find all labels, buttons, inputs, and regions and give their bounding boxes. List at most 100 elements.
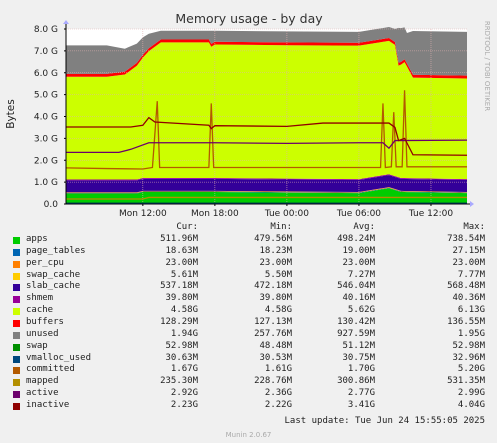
legend-header: Cur: Min: Avg: Max: [0,222,497,234]
legend-cur: 52.98M [165,340,198,351]
legend-name: buffers [26,316,64,327]
legend-max: 136.55M [447,316,485,327]
legend-name: cache [26,305,54,316]
x-tick-label: Tue 06:00 [336,209,381,219]
chart-title: Memory usage - by day [175,11,323,26]
legend-min: 5.50M [264,269,292,280]
y-tick-label: 8.0 G [34,25,58,35]
legend-min: 472.18M [254,281,292,292]
legend-min: 23.00M [259,257,292,268]
legend-avg: 927.59M [337,328,375,339]
legend-cur: 5.61M [170,269,198,280]
line-committed [65,90,467,170]
legend-name: per_cpu [26,257,64,268]
legend-row-swap: swap 52.98M 48.48M 51.12M 52.98M [0,341,497,353]
y-tick-label: 4.0 G [34,113,58,123]
legend-cur: 2.23G [170,399,198,410]
legend-min: 2.22G [264,399,292,410]
legend-cur: 235.30M [160,376,198,387]
legend-row-slab-cache: slab_cache 537.18M 472.18M 546.04M 568.48M [0,281,497,293]
legend-avg: 30.75M [342,352,375,363]
legend-avg: 5.62G [347,305,375,316]
legend-name: apps [26,234,48,244]
legend-swatch [13,343,20,351]
line-active [66,139,468,154]
legend-name: committed [26,364,75,375]
y-axis-arrow-icon [63,20,69,24]
legend-avg: 300.86M [337,376,375,387]
legend-row-mapped: mapped 235.30M 228.76M 300.86M 531.35M [0,376,497,388]
y-axis: 0.0 1.0 G 2.0 G 3.0 G 4.0 G 5.0 G 6.0 G 7.0 G 8.… [34,25,66,210]
legend-cur: 23.00M [165,257,198,268]
x-tick-label: Tue 00:00 [264,209,309,219]
legend-avg: 130.42M [337,316,375,327]
legend-name: swap_cache [26,269,81,280]
legend-swatch [13,319,20,327]
legend-min: 1.61G [264,364,292,375]
area-page-tables [66,187,467,194]
legend-row-vmalloc-used: vmalloc_used 30.63M 30.53M 30.75M 32.96M [0,353,497,365]
area-apps [66,188,467,204]
legend-row-shmem: shmem 39.80M 39.80M 40.16M 40.36M [0,293,497,305]
y-tick-label: 0.0 [44,200,59,210]
legend-cur: 2.92G [170,388,198,399]
legend-min: 479.56M [254,234,292,244]
legend-name: page_tables [26,245,86,256]
area-series-group [66,27,467,204]
legend-name: mapped [26,376,59,387]
line-inactive [66,116,468,156]
legend-swatch [13,296,20,304]
y-tick-label: 2.0 G [34,156,58,166]
legend-swatch [13,260,20,268]
legend-avg: 40.16M [342,293,375,304]
legend-avg: 546.04M [337,281,375,292]
legend-max: 6.13G [457,305,485,316]
legend-row-inactive: inactive 2.23G 2.22G 3.41G 4.04G [0,400,497,412]
y-tick-label: 5.0 G [34,91,58,101]
legend-max: 531.35M [447,376,485,387]
legend-min: 39.80M [259,293,292,304]
legend-min: 257.76M [254,328,292,339]
legend-min: 228.76M [254,376,292,387]
last-update: Last update: Tue Jun 24 15:55:05 2025 [284,416,485,426]
legend-max: 2.99G [457,388,485,399]
header-max: Max: [463,222,485,232]
area-cache [66,40,467,180]
legend-row-active: active 2.92G 2.36G 2.77G 2.99G [0,388,497,400]
legend-avg: 3.41G [347,399,375,410]
legend-max: 32.96M [452,352,485,363]
area-unused [66,27,467,76]
legend-name: shmem [26,293,54,304]
legend-cur: 1.67G [170,364,198,375]
legend-row-per-cpu: per_cpu 23.00M 23.00M 23.00M 23.00M [0,258,497,270]
legend-min: 30.53M [259,352,292,363]
header-min: Min: [270,222,292,232]
legend-row-swap-cache: swap_cache 5.61M 5.50M 7.27M 7.77M [0,270,497,282]
legend-avg: 51.12M [342,340,375,351]
y-tick-label: 7.0 G [34,47,58,57]
legend-name: inactive [26,399,70,410]
legend-min: 48.48M [259,340,292,351]
legend-row-unused: unused 1.94G 257.76M 927.59M 1.95G [0,329,497,341]
legend-swatch [13,331,20,339]
area-buffers [66,37,467,79]
x-tick-label: Tue 12:00 [408,209,453,219]
header-avg: Avg: [353,222,375,232]
legend-min: 2.36G [264,388,292,399]
line-series-group [65,90,468,204]
x-axis-arrow-icon [470,201,474,207]
chart: Memory usage - by day Bytes RRDTOOL / TO… [5,11,491,219]
legend-row-cache: cache 4.58G 4.58G 5.62G 6.13G [0,305,497,317]
legend-name: active [26,388,59,399]
legend-max: 23.00M [452,257,485,268]
legend-name: swap [26,340,48,351]
legend-avg: 1.70G [347,364,375,375]
legend-min: 18.23M [259,245,292,256]
y-tick-label: 6.0 G [34,69,58,79]
area-shmem [66,174,467,181]
legend-swatch [13,367,20,375]
legend-max: 4.04G [457,399,485,410]
legend-cur: 537.18M [160,281,198,292]
legend-min: 4.58G [264,305,292,316]
legend-avg: 2.77G [347,388,375,399]
